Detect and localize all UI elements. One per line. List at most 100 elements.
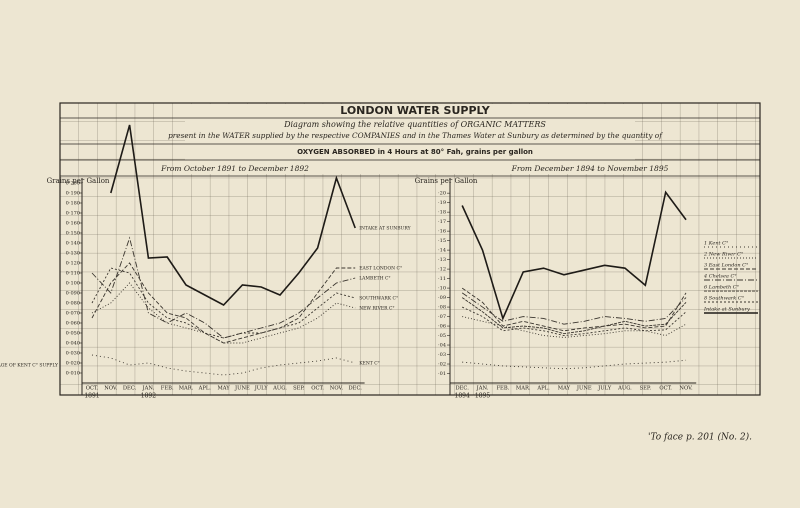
x-tick-label: JUNE bbox=[576, 386, 592, 392]
x-tick-label: FEB. bbox=[496, 386, 509, 392]
y-tick-label: ·05 bbox=[438, 333, 446, 339]
legend: 1 Kent C° 2 New River C° 3 East London C° 4… bbox=[703, 241, 758, 314]
x-tick-label: APL. bbox=[536, 386, 550, 392]
x-tick-label: JUNE bbox=[234, 386, 250, 392]
series-line bbox=[91, 236, 356, 339]
y-tick-label: 0·100 bbox=[66, 281, 80, 287]
y-tick-label: ·01 bbox=[438, 371, 446, 377]
series-line bbox=[461, 287, 687, 332]
x-tick-label: MAY bbox=[217, 386, 230, 392]
series-line bbox=[462, 316, 687, 338]
x-tick-label: NOV. bbox=[104, 386, 118, 392]
y-tick-label: 0·040 bbox=[66, 341, 80, 347]
x-tick-label: DEC. bbox=[123, 386, 137, 392]
x-tick-label: JULY bbox=[254, 386, 269, 392]
x-group-label: 1891 bbox=[84, 393, 99, 400]
x-tick-label: JAN. bbox=[142, 386, 155, 392]
x-tick-label: FEB. bbox=[161, 386, 174, 392]
series-label: LAMBETH C° bbox=[359, 276, 391, 282]
y-tick-label: 0·070 bbox=[66, 311, 80, 317]
y-tick-label: ·07 bbox=[438, 314, 446, 320]
series-line bbox=[110, 124, 356, 306]
y-tick-label: ·02 bbox=[438, 362, 446, 368]
y-tick-label: 0·150 bbox=[66, 231, 80, 237]
y-tick-label: 0·010 bbox=[66, 371, 80, 377]
x-tick-label: MAR. bbox=[516, 386, 531, 392]
x-tick-label: JULY bbox=[597, 386, 612, 392]
annotation: AVERAGE OF KENT C° SUPPLY bbox=[0, 363, 59, 369]
y-tick-label: ·12 bbox=[438, 267, 446, 273]
x-group-label: 1895 bbox=[475, 393, 490, 400]
chart-title: From October 1891 to December 1892 bbox=[160, 164, 309, 173]
series-label: KENT C° bbox=[359, 361, 380, 367]
y-tick-label: 0·060 bbox=[66, 321, 80, 327]
x-tick-label: SEP. bbox=[640, 386, 652, 392]
subtitle: present in the WATER supplied by the res… bbox=[168, 131, 663, 140]
legend-label: 2 New River C° bbox=[703, 252, 744, 258]
x-tick-label: AUG. bbox=[272, 386, 287, 392]
y-tick-label: ·06 bbox=[438, 324, 446, 330]
legend-label: 6 Lambeth C° bbox=[704, 285, 740, 291]
y-tick-label: 0·130 bbox=[66, 251, 80, 257]
x-tick-label: DEC. bbox=[455, 386, 469, 392]
y-tick-label: 0·180 bbox=[66, 201, 80, 207]
x-tick-label: SEP. bbox=[293, 386, 305, 392]
y-tick-label: 0·090 bbox=[66, 291, 80, 297]
y-tick-label: 0·160 bbox=[66, 221, 80, 227]
x-group-label: 1892 bbox=[141, 393, 156, 400]
legend-label: 3 East London C° bbox=[704, 263, 749, 269]
series-label: INTAKE AT SUNBURY bbox=[359, 226, 411, 232]
series-label: EAST LONDON C° bbox=[359, 266, 402, 272]
series-line bbox=[461, 190, 687, 321]
y-tick-label: ·13 bbox=[438, 257, 446, 263]
y-tick-label: ·20 bbox=[438, 191, 446, 197]
x-tick-label: NOV. bbox=[679, 386, 693, 392]
x-tick-label: OCT. bbox=[659, 386, 672, 392]
legend-label: 4 Chelsea C° bbox=[703, 274, 737, 280]
y-tick-label: 0·120 bbox=[66, 261, 80, 267]
legend-label: Intake at Sunbury bbox=[703, 307, 750, 313]
series-line bbox=[461, 292, 687, 325]
y-axis-title: Grains per Gallon bbox=[47, 177, 110, 185]
series-label: SOUTHWARK C° bbox=[359, 296, 398, 302]
y-tick-label: 0·020 bbox=[66, 361, 80, 367]
chart-title: From December 1894 to November 1895 bbox=[511, 164, 669, 173]
y-tick-label: ·19 bbox=[438, 200, 446, 206]
y-tick-label: 0·170 bbox=[66, 211, 80, 217]
y-tick-label: 0·110 bbox=[66, 271, 80, 277]
x-tick-label: NOV. bbox=[330, 386, 344, 392]
y-tick-label: 0·140 bbox=[66, 241, 80, 247]
y-axis-title: Grains per Gallon bbox=[415, 177, 478, 185]
series-line bbox=[91, 262, 356, 344]
y-tick-label: 0·030 bbox=[66, 351, 80, 357]
x-tick-label: OCT. bbox=[86, 386, 99, 392]
legend-label: 8 Southwark C° bbox=[704, 296, 745, 302]
y-tick-label: ·14 bbox=[438, 248, 446, 254]
x-tick-label: MAY bbox=[558, 386, 571, 392]
y-tick-label: ·09 bbox=[438, 295, 446, 301]
y-tick-label: 0·050 bbox=[66, 331, 80, 337]
x-tick-label: OCT. bbox=[311, 386, 324, 392]
x-group-label: 1894 bbox=[455, 393, 470, 400]
subtitle: OXYGEN ABSORBED in 4 Hours at 80° Fah, g… bbox=[297, 148, 533, 156]
y-tick-label: 0·200 bbox=[66, 181, 80, 187]
y-tick-label: ·11 bbox=[438, 276, 446, 282]
series-line bbox=[462, 359, 687, 370]
series-line bbox=[91, 267, 356, 339]
y-tick-label: 0·190 bbox=[66, 191, 80, 197]
x-tick-label: APL. bbox=[198, 386, 212, 392]
subtitle: Diagram showing the relative quantities … bbox=[283, 120, 546, 129]
y-tick-label: ·15 bbox=[438, 238, 446, 244]
x-tick-label: AUG. bbox=[617, 386, 632, 392]
y-tick-label: ·10 bbox=[438, 286, 446, 292]
y-tick-label: ·18 bbox=[438, 210, 446, 216]
y-tick-label: ·17 bbox=[438, 219, 446, 225]
y-tick-label: ·16 bbox=[438, 229, 446, 235]
y-tick-label: ·03 bbox=[438, 352, 446, 358]
y-tick-label: 0·080 bbox=[66, 301, 80, 307]
x-tick-label: MAR. bbox=[179, 386, 194, 392]
x-tick-label: JAN. bbox=[476, 386, 489, 392]
y-tick-label: ·04 bbox=[438, 343, 446, 349]
